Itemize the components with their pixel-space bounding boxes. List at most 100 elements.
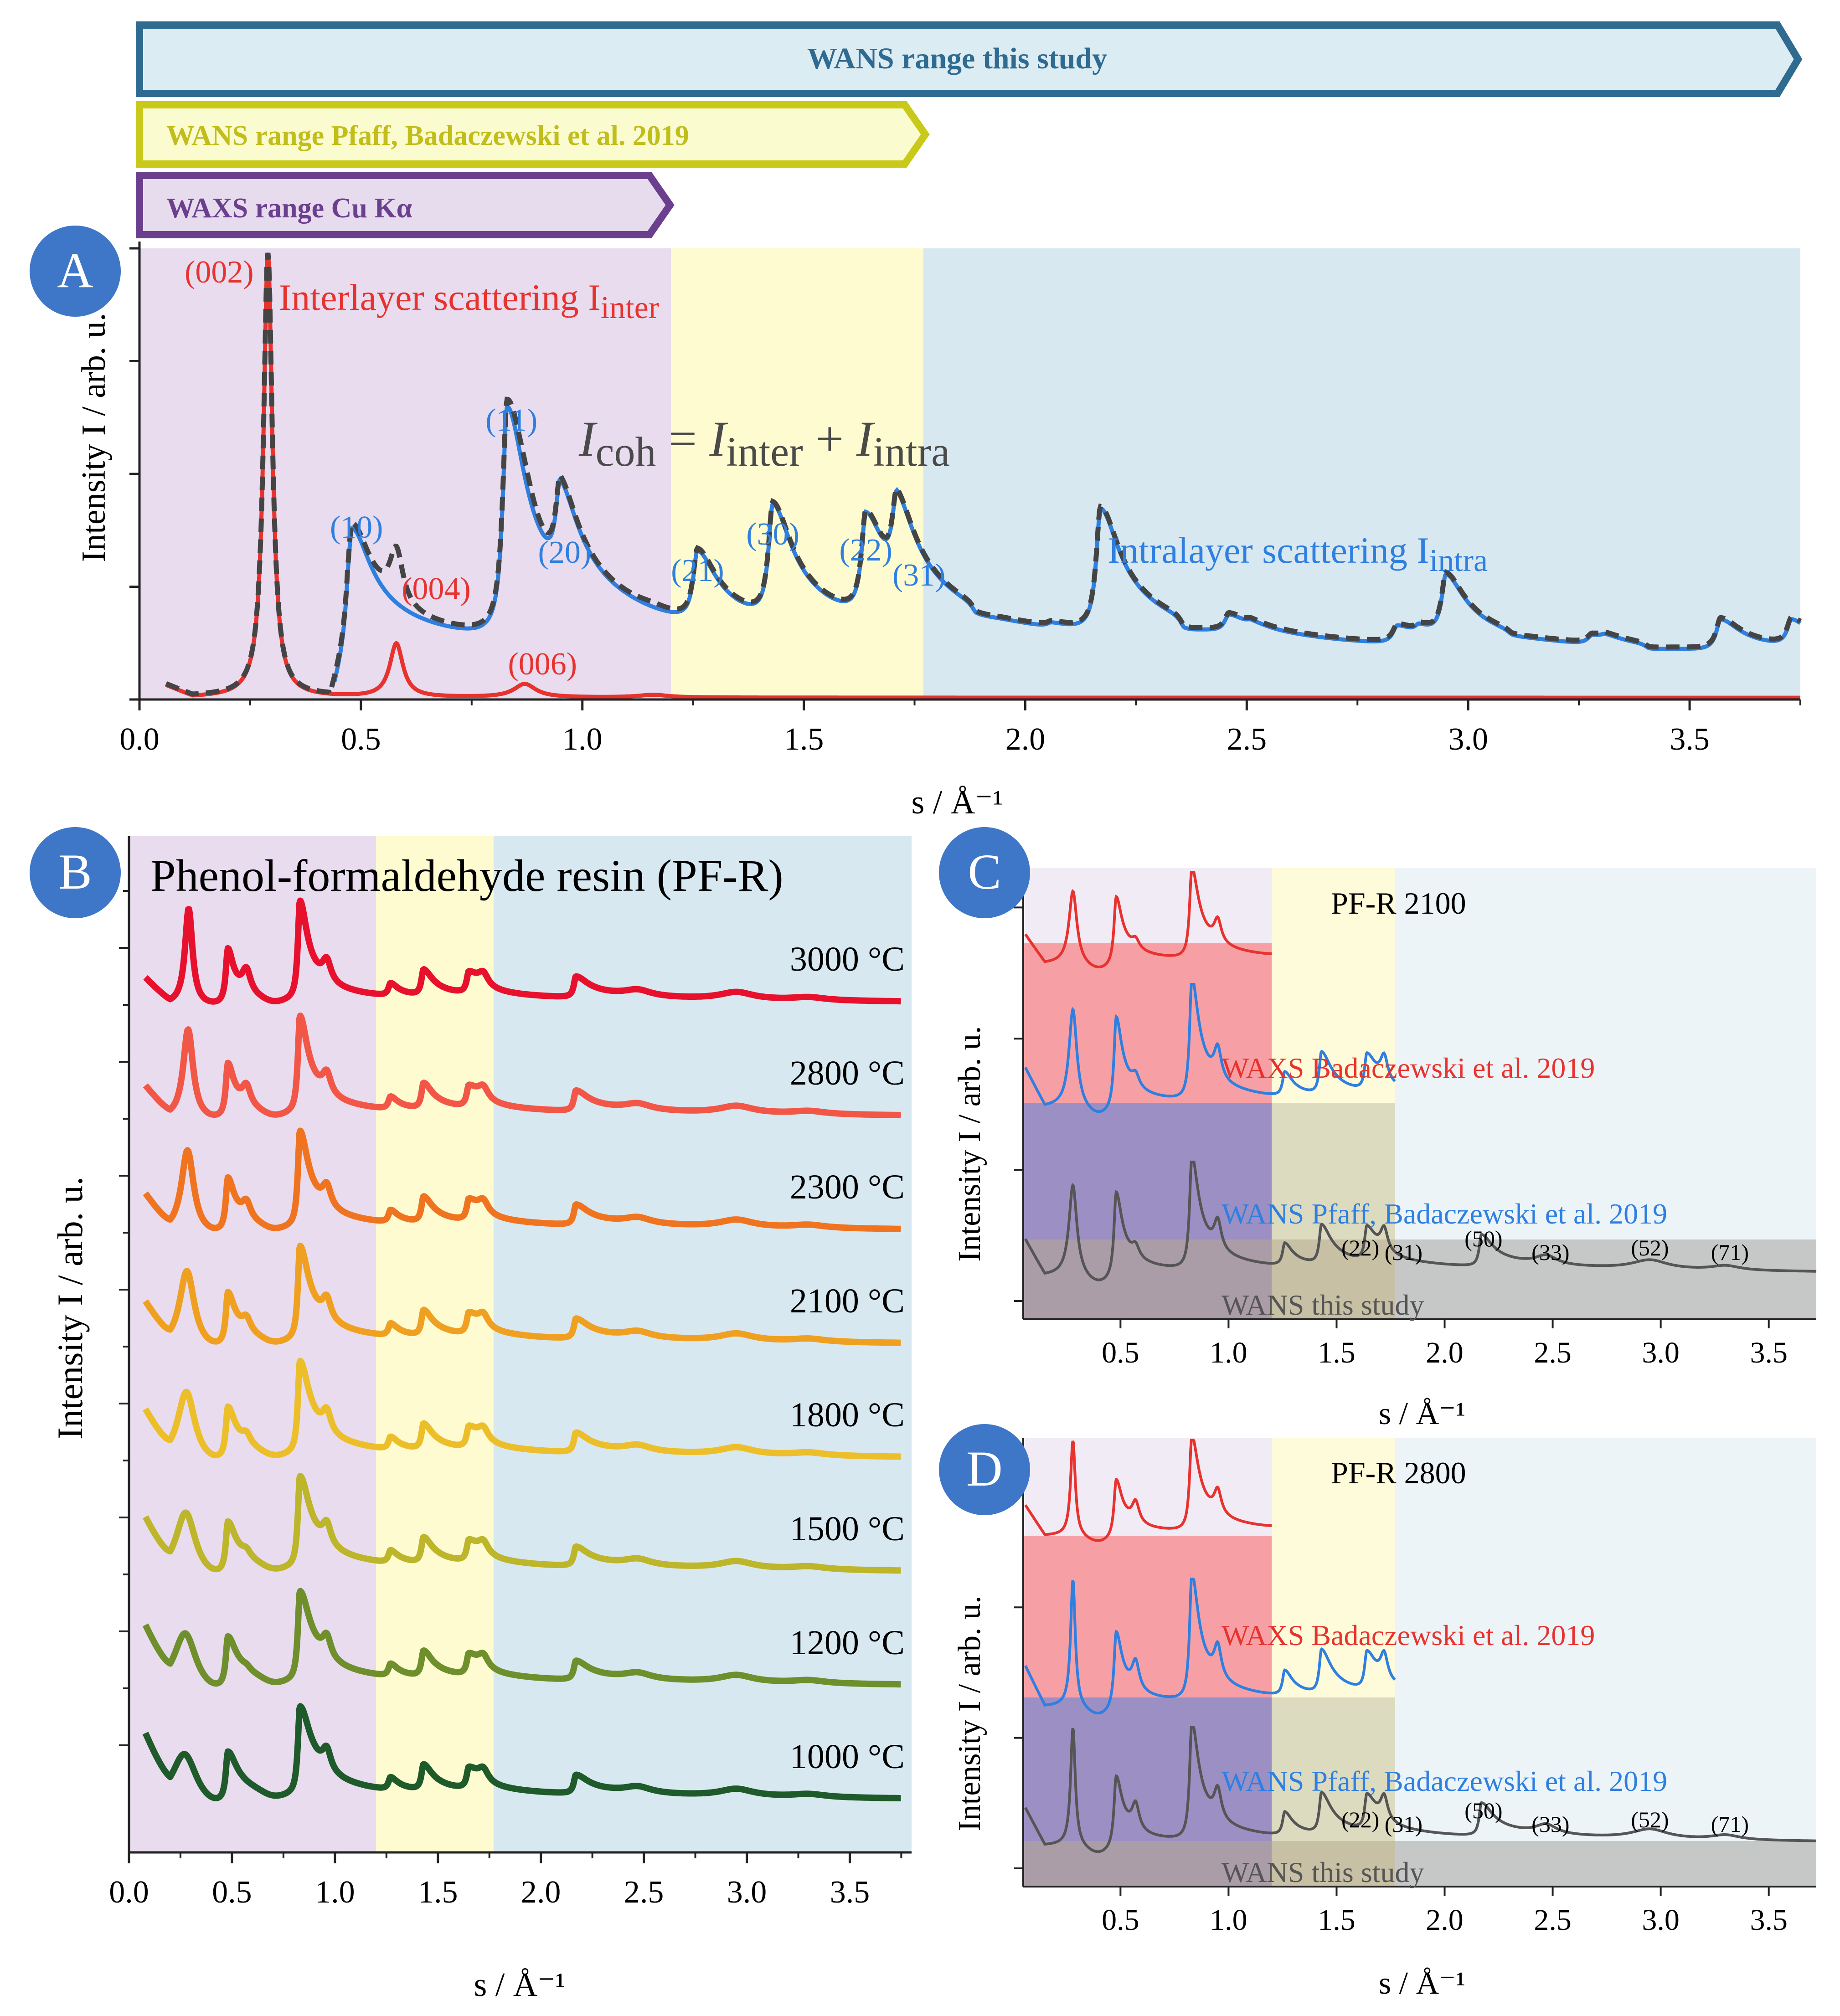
a-interlayer-label: Interlayer scattering Iinter	[279, 277, 659, 325]
b-x-axis-label: s / Å⁻¹	[474, 1966, 565, 2004]
a-x-tick-label: 3.5	[1670, 722, 1710, 757]
c-badge-letter: C	[968, 844, 1001, 900]
c-line-series	[1024, 871, 1272, 968]
d-fill-wans	[1395, 1841, 1816, 1887]
d-badge-circle	[939, 1424, 1030, 1515]
a-series	[165, 252, 1802, 700]
d-peak-label: (22)	[1341, 1807, 1379, 1832]
d-line-series	[1024, 1726, 1816, 1853]
c-peak-label: (31)	[1385, 1239, 1423, 1265]
c-peak-label: (22)	[1341, 1235, 1379, 1260]
a-x-tick-label: 1.0	[562, 722, 603, 757]
d-x-tick-label: 1.5	[1318, 1903, 1356, 1937]
d-x-axis-label: s / Å⁻¹	[1379, 1966, 1465, 2001]
b-x-tick-label: 2.5	[624, 1875, 664, 1910]
banner-wans-this-study	[136, 21, 1803, 97]
panel-c: 0.5 1.0 1.5 2.0 2.5 3.0 3.5 (22) (31) (50) (33) (5…	[939, 827, 1817, 1431]
panel-d: 0.5 1.0 1.5 2.0 2.5 3.0 3.5 (22) (31) (50) (33) (5…	[939, 1424, 1816, 2001]
c-x-tick-label: 0.5	[1102, 1336, 1139, 1369]
b-x-tick-label: 1.5	[418, 1875, 458, 1910]
d-x-tick-label: 2.5	[1534, 1903, 1572, 1937]
a-line-coherent	[165, 252, 1802, 700]
a-badge-circle	[30, 226, 121, 317]
b-temperature-label: 1200 °C	[790, 1624, 905, 1662]
d-series	[1024, 1439, 1816, 1853]
range-banners: WANS range this study WANS range Pfaff, …	[136, 21, 1803, 238]
a-line-interlayer	[165, 252, 1800, 700]
a-peak-label-intra: (10)	[330, 510, 383, 545]
b-x-tick-label: 0.5	[212, 1875, 252, 1910]
b-series	[142, 897, 903, 1801]
b-line-series	[143, 1242, 903, 1346]
b-temperature-label: 2100 °C	[790, 1282, 905, 1320]
c-line-series	[1024, 983, 1396, 1113]
c-x-tick-label: 2.5	[1534, 1336, 1572, 1369]
d-wans-pfaff-label: WANS Pfaff, Badaczewski et al. 2019	[1222, 1765, 1667, 1797]
c-wans-pfaff-label: WANS Pfaff, Badaczewski et al. 2019	[1222, 1198, 1667, 1230]
b-line-series	[142, 1588, 903, 1688]
c-badge-circle	[939, 827, 1030, 918]
d-x-tick-label: 0.5	[1102, 1903, 1139, 1937]
c-line-series	[1024, 1161, 1817, 1281]
c-peak-labels: (22) (31) (50) (33) (52) (71)	[1341, 1226, 1749, 1265]
d-peak-label: (52)	[1631, 1807, 1669, 1832]
d-x-tick-label: 2.0	[1426, 1903, 1464, 1937]
a-x-tick-label: 2.0	[1005, 722, 1046, 757]
d-background	[1023, 1438, 1816, 1887]
d-axes: 0.5 1.0 1.5 2.0 2.5 3.0 3.5	[1014, 1438, 1816, 1937]
d-region-wans-this-study	[1395, 1438, 1816, 1887]
banner-waxs-cu-ka-label: WAXS range Cu Kα	[166, 193, 412, 224]
c-x-tick-label: 1.0	[1210, 1336, 1247, 1369]
a-x-tick-label: 0.5	[341, 722, 381, 757]
c-x-tick-label: 1.5	[1318, 1336, 1356, 1369]
b-temperature-label: 3000 °C	[790, 940, 905, 978]
d-title: PF-R 2800	[1331, 1455, 1466, 1490]
a-x-tick-label: 3.0	[1448, 722, 1488, 757]
d-line-series	[1024, 1578, 1396, 1715]
b-region-waxs	[129, 836, 376, 1852]
a-region-wans-this-study	[923, 248, 1800, 699]
a-x-tick-label: 2.5	[1227, 722, 1267, 757]
c-title: PF-R 2100	[1331, 886, 1466, 921]
c-x-axis-label: s / Å⁻¹	[1379, 1396, 1465, 1431]
c-peak-label: (33)	[1531, 1239, 1569, 1265]
d-waxs-label: WAXS Badaczewski et al. 2019	[1222, 1619, 1595, 1651]
b-temperature-labels: 3000 °C 2800 °C 2300 °C 2100 °C 1800 °C 1500 …	[790, 940, 905, 1776]
b-y-axis-label: Intensity I / arb. u.	[50, 1177, 90, 1439]
a-y-axis-label: Intensity I / arb. u.	[75, 313, 113, 562]
c-y-axis-label: Intensity I / arb. u.	[952, 1026, 987, 1261]
banner-wans-this-study-label: WANS range this study	[807, 42, 1107, 75]
b-badge-circle	[30, 827, 121, 918]
d-x-tick-label: 3.5	[1750, 1903, 1788, 1937]
a-coherent-equation: Icoh = Iinter + Iintra	[578, 411, 950, 475]
c-x-tick-label: 3.0	[1642, 1336, 1680, 1369]
panel-a: 0.0 0.5 1.0 1.5 2.0 2.5 3.0 3.5 (002) (004) (006)…	[30, 226, 1802, 821]
a-peak-label-intra: (22)	[839, 533, 892, 568]
b-badge: B	[30, 827, 121, 918]
a-badge: A	[30, 226, 121, 317]
b-line-series	[142, 1703, 903, 1801]
d-badge: D	[939, 1424, 1030, 1515]
c-badge: C	[939, 827, 1030, 918]
b-temperature-label: 2800 °C	[790, 1054, 905, 1092]
banner-wans-pfaff-label: WANS range Pfaff, Badaczewski et al. 201…	[166, 120, 689, 151]
a-peak-label-intra: (30)	[746, 517, 799, 552]
a-peak-label-inter: (004)	[402, 571, 471, 607]
c-x-tick-label: 3.5	[1750, 1336, 1788, 1369]
a-peak-labels: (002) (004) (006) (10) (11) (20) (21) (30) (22)(…	[185, 255, 945, 682]
d-x-tick-label: 1.0	[1210, 1903, 1247, 1937]
c-peak-label: (52)	[1631, 1235, 1669, 1260]
b-temperature-label: 1000 °C	[790, 1738, 905, 1776]
d-peak-labels: (22) (31) (50) (33) (52) (71)	[1341, 1798, 1749, 1837]
a-x-tick-label: 0.0	[119, 722, 160, 757]
c-axes: 0.5 1.0 1.5 2.0 2.5 3.0 3.5	[1014, 868, 1816, 1369]
a-axes: 0.0 0.5 1.0 1.5 2.0 2.5 3.0 3.5	[119, 242, 1801, 757]
a-badge-letter: A	[57, 242, 93, 298]
d-fill-wans-low	[1023, 1841, 1395, 1887]
b-region-wans-pfaff	[376, 836, 494, 1852]
b-x-tick-label: 0.0	[109, 1875, 149, 1910]
a-intralayer-label: Intralayer scattering Iintra	[1108, 530, 1488, 578]
c-wans-this-study-label: WANS this study	[1222, 1289, 1424, 1321]
c-peak-label: (50)	[1464, 1226, 1502, 1251]
